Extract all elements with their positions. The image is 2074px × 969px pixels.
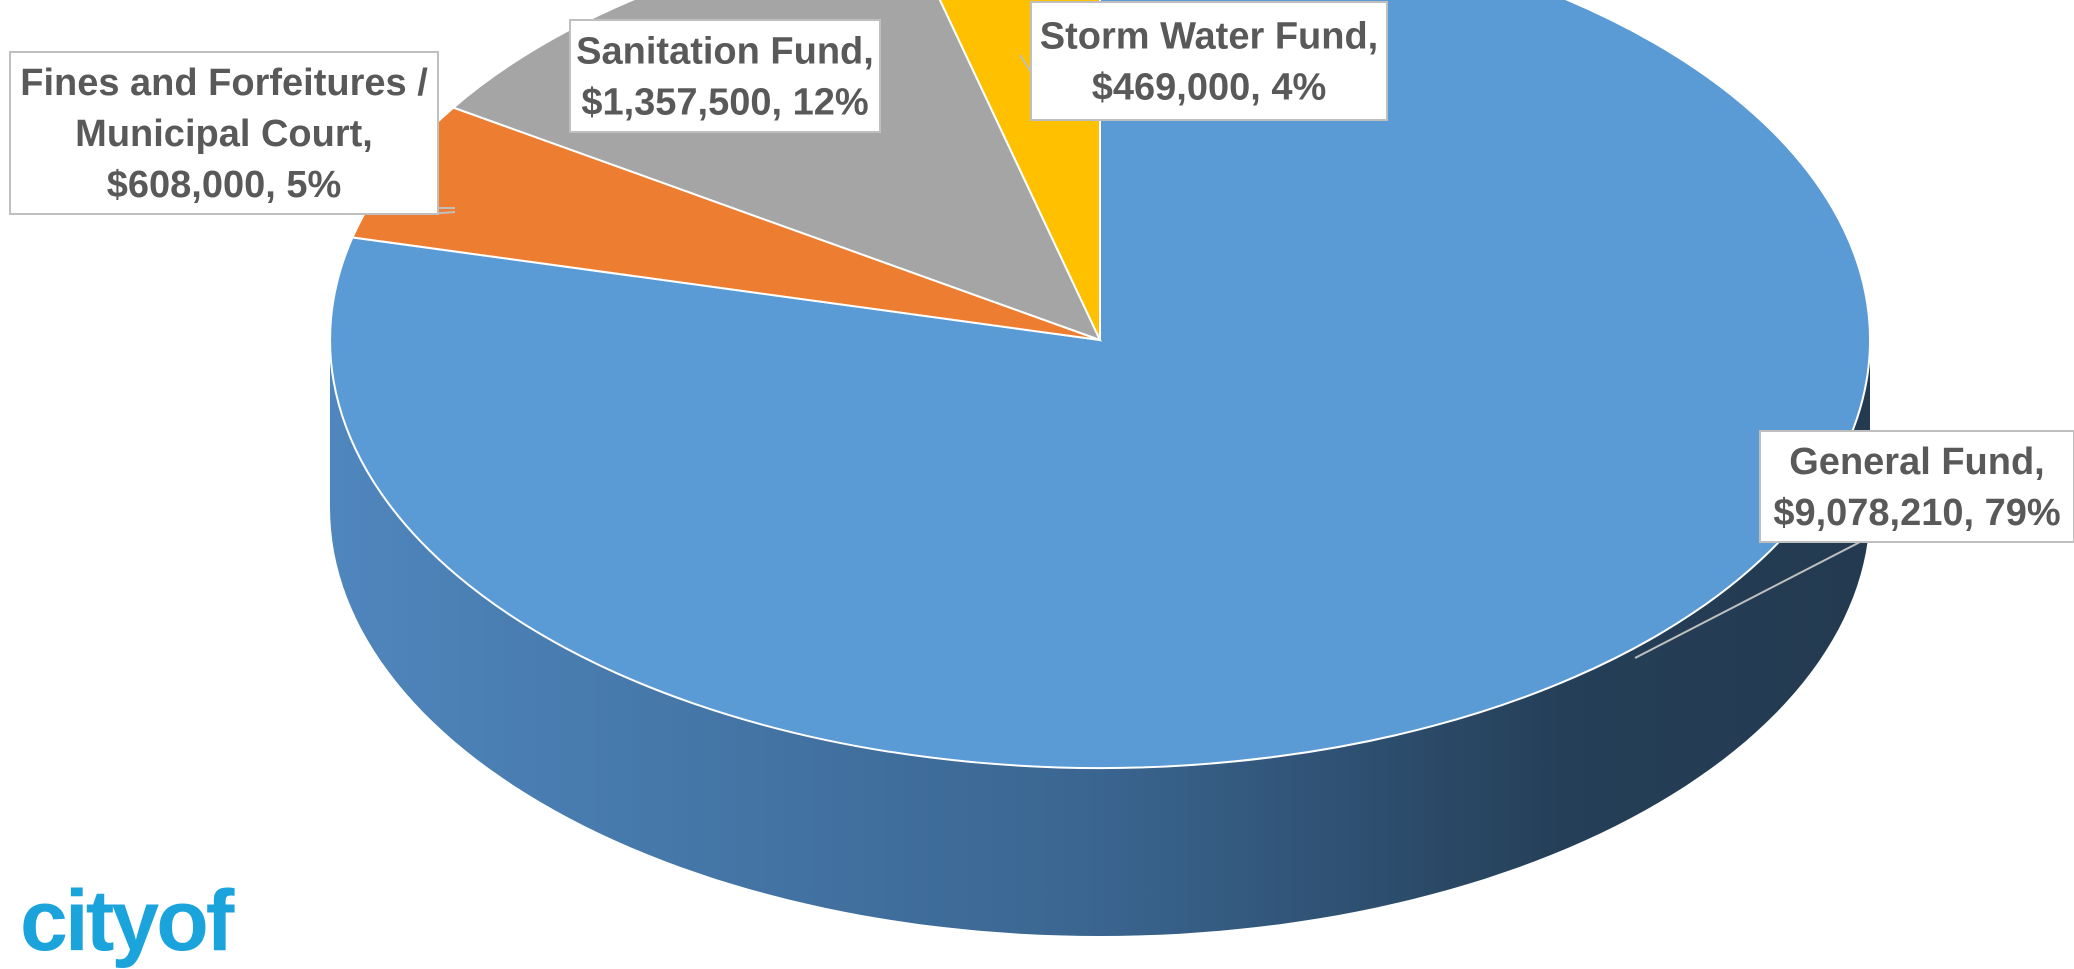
- city-logo: cityof: [20, 873, 234, 969]
- data-label-line: $469,000, 4%: [1092, 67, 1327, 109]
- data-label-line: $1,357,500, 12%: [581, 82, 868, 124]
- data-label-line: Sanitation Fund,: [576, 31, 874, 73]
- pie-chart: General Fund, $9,078,210, 79% Fines and Fo…: [9, 0, 2074, 936]
- data-label-line: Fines and Forfeitures /: [20, 62, 428, 104]
- label-general-fund: General Fund, $9,078,210, 79%: [1634, 430, 2074, 659]
- data-label-box: [1030, 1, 1388, 121]
- leader-line: [1019, 54, 1032, 73]
- slice-general-fund: [329, 0, 1872, 769]
- data-label-line: $608,000, 5%: [107, 164, 342, 206]
- leader-line: [1634, 541, 1861, 659]
- pie-side-wall: [330, 340, 1870, 936]
- data-label-box: [569, 19, 881, 133]
- data-label-line: General Fund,: [1789, 441, 2044, 483]
- data-label-box: [9, 51, 439, 215]
- data-label-line: Municipal Court,: [75, 113, 373, 155]
- data-label-line: $9,078,210, 79%: [1773, 492, 2060, 534]
- label-storm-water-fund: Storm Water Fund, $469,000, 4%: [1019, 1, 1388, 121]
- label-sanitation-fund: Sanitation Fund, $1,357,500, 12%: [569, 19, 881, 133]
- data-label-box: [1759, 430, 2074, 543]
- data-label-line: Storm Water Fund,: [1040, 16, 1378, 58]
- label-fines-municipal-court: Fines and Forfeitures / Municipal Court, $…: [9, 51, 456, 215]
